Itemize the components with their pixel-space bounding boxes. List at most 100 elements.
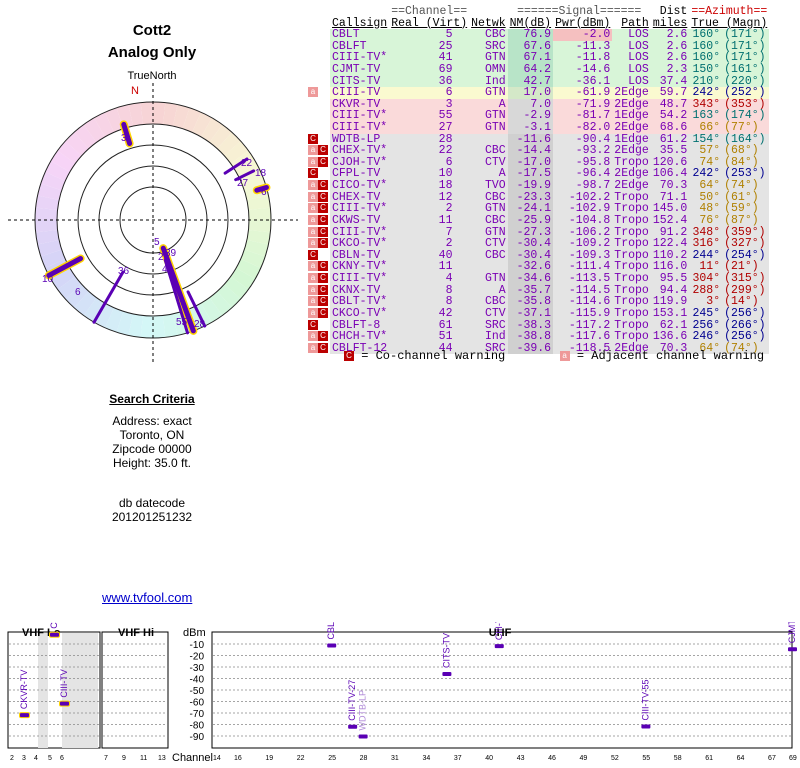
true-az-cell: 50° (689, 192, 723, 204)
azimuth-marker-label: 5 (154, 237, 160, 248)
rainbow-sector (40, 172, 66, 191)
real-cell: 7 (389, 226, 455, 239)
signal-bar[interactable] (358, 734, 368, 739)
callsign-cell: CKNY-TV* (330, 260, 390, 274)
rainbow-sector (240, 172, 266, 191)
netwk-header: Netwk (471, 16, 506, 30)
dbm-tick-label: -90 (190, 732, 205, 743)
magn-az-cell: (256°) (722, 308, 770, 320)
table-row[interactable]: CBLFT 25 SRC 67.6 -11.3 LOS 2.6 160° (171°) (306, 41, 770, 53)
table-row[interactable]: a C CKCO-TV* 42 CTV -37.1 -115.9 Tropo 153.1 245°… (306, 308, 770, 320)
table-row[interactable]: a CIII-TV 6 GTN 17.0 -61.9 2Edge 59.7 242° (252°) (306, 87, 770, 99)
table-row[interactable]: CIII-TV* 55 GTN -2.9 -81.7 1Edge 54.2 163° (174°… (306, 110, 770, 122)
rainbow-sector (172, 104, 190, 129)
rainbow-sector (163, 313, 178, 338)
azimuth-marker-label: 3 (121, 133, 127, 144)
table-row[interactable]: a C CBLFT-12 44 SRC -39.6 -118.5 2Edge 70.3 64° (7… (306, 343, 770, 355)
netwk-cell: CBC (469, 215, 508, 227)
table-row[interactable]: a C CHEX-TV 12 CBC -23.3 -102.2 Tropo 71.1 50° (61… (306, 191, 770, 204)
nm-cell: 42.7 (507, 75, 554, 88)
true-az-cell: 163° (689, 110, 723, 122)
signal-bar[interactable] (327, 643, 337, 648)
adjacent-warning-icon: a (308, 273, 318, 284)
table-row[interactable]: a C CHEX-TV* 22 CBC -14.4 -93.2 2Edge 35.5 57° (68… (306, 145, 770, 157)
magn-az-cell: (299°) (722, 285, 770, 297)
station-table: ==Channel== ======Signal====== Dist ==Az… (306, 6, 770, 355)
magn-az-cell: (74°) (722, 343, 770, 355)
table-row[interactable]: C CFPL-TV 10 A -17.5 -96.4 2Edge 106.4 242° (253°… (306, 168, 770, 181)
table-row[interactable]: CITS-TV 36 Ind 42.7 -36.1 LOS 37.4 210° (220°) (306, 75, 770, 88)
table-row[interactable]: C CBLN-TV 40 CBC -30.4 -109.3 Tropo 110.2 244° (2… (306, 250, 770, 262)
pwr-cell: -36.1 (553, 75, 613, 88)
callsign-cell: CIII-TV* (330, 202, 390, 216)
signal-bar-label: CIII-TV-27 (347, 680, 357, 721)
signal-bar-label: CITS-TV (441, 633, 451, 668)
table-row[interactable]: a C CHCH-TV* 51 Ind -38.8 -117.6 Tropo 136.6 246°… (306, 331, 770, 343)
virt-cell (454, 191, 470, 204)
channel-tick: 19 (265, 755, 273, 762)
azimuth-marker-label: 39 (165, 248, 177, 259)
table-row[interactable]: CBLT 5 CBC 76.9 -2.0 LOS 2.6 160° (171°) (306, 29, 770, 41)
dist-cell: 70.3 (650, 343, 690, 355)
table-row[interactable]: a C CKNX-TV 8 A -35.7 -114.5 Tropo 94.4 288° (299°… (306, 285, 770, 297)
real-virt-header: Real (Virt) (391, 16, 468, 30)
dist-cell: 2.3 (650, 64, 690, 76)
table-row[interactable]: CIII-TV* 27 GTN -3.1 -82.0 2Edge 68.6 66° (77°) (306, 122, 770, 134)
signal-bar[interactable] (50, 632, 59, 637)
signal-bar[interactable] (60, 701, 69, 706)
rainbow-sector (37, 183, 62, 201)
pwr-cell: -117.2 (553, 319, 613, 332)
magn-az-cell: (74°) (722, 180, 770, 192)
dist-cell: 35.5 (650, 145, 690, 157)
warning-cell: a (306, 87, 330, 99)
rainbow-sector (83, 117, 105, 143)
signal-bar-label: CIII-TV-41 (494, 622, 504, 640)
table-row[interactable]: a C CIII-TV* 2 GTN -24.1 -102.9 Tropo 145.0 48° (5… (306, 202, 770, 216)
dist-cell: 2.6 (650, 52, 690, 64)
signal-bar[interactable] (20, 713, 29, 718)
table-row[interactable]: a C CBLT-TV* 8 CBC -35.8 -114.6 Tropo 119.9 3° (14… (306, 295, 770, 309)
signal-bar[interactable] (442, 672, 452, 677)
magn-az-cell: (253°) (722, 168, 770, 181)
dist-cell: 61.2 (650, 133, 690, 146)
table-row[interactable]: a C CKCO-TV* 2 CTV -30.4 -109.2 Tropo 122.4 316°(… (306, 238, 770, 250)
real-cell: 8 (389, 296, 455, 308)
real-cell: 5 (389, 29, 455, 41)
channel-tick: 40 (485, 755, 493, 762)
tvfool-link[interactable]: www.tvfool.com (102, 590, 193, 605)
criteria-address: Address: exact (112, 414, 192, 428)
signal-bar[interactable] (788, 647, 797, 652)
azimuth-marker-label: 55 (176, 317, 188, 328)
signal-bar[interactable] (494, 644, 504, 649)
table-row[interactable]: C WDTB-LP 28 -11.6 -90.4 1Edge 61.2 154° (164°) (306, 133, 770, 146)
netwk-cell: Ind (469, 331, 508, 343)
netwk-cell: TVO (469, 180, 508, 192)
uhf-frame (211, 631, 793, 749)
real-cell: 11 (389, 215, 455, 227)
rainbow-sector (40, 249, 66, 268)
nm-cell: -25.9 (507, 215, 554, 227)
table-row[interactable]: a C CICO-TV* 18 TVO -19.9 -98.7 2Edge 70.3 64° (74… (306, 180, 770, 192)
table-row[interactable]: a C CKWS-TV 11 CBC -25.9 -104.8 Tropo 152.4 76° (8… (306, 215, 770, 227)
nm-cell: -39.6 (507, 343, 554, 355)
callsign-cell: CBLT-TV* (330, 295, 390, 309)
table-row[interactable]: CKVR-TV 3 A 7.0 -71.9 2Edge 48.7 343° (353°) (306, 99, 770, 111)
channel-tick: 64 (737, 755, 745, 762)
table-row[interactable]: CJMT-TV 69 OMN 64.2 -14.6 LOS 2.3 150° (161°) (306, 64, 770, 76)
table-row[interactable]: CIII-TV* 41 GTN 67.1 -11.8 LOS 2.6 160° (171°) (306, 52, 770, 64)
table-row[interactable]: a C CIII-TV* 7 GTN -27.3 -106.2 Tropo 91.2 348° (3… (306, 226, 770, 239)
signal-bar[interactable] (641, 724, 651, 729)
table-row[interactable]: a C CJOH-TV* 6 CTV -17.0 -95.8 Tropo 120.6 74° (84… (306, 157, 770, 169)
table-row[interactable]: a C CIII-TV* 4 GTN -34.6 -113.5 Tropo 95.5 304° (3… (306, 273, 770, 285)
netwk-cell: SRC (469, 319, 508, 332)
table-row[interactable]: a C CKNY-TV* 11 -32.6 -111.4 Tropo 116.0 11° (21°… (306, 260, 770, 274)
table-row[interactable]: C CBLFT-8 61 SRC -38.3 -117.2 Tropo 62.1 256° (26… (306, 319, 770, 332)
signal-bar[interactable] (348, 724, 358, 729)
criteria-db-label: db datecode (118, 496, 186, 510)
rainbow-sector (182, 107, 201, 133)
path-cell: LOS (612, 52, 651, 64)
